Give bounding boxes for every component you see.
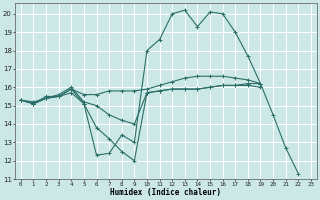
X-axis label: Humidex (Indice chaleur): Humidex (Indice chaleur): [110, 188, 221, 197]
